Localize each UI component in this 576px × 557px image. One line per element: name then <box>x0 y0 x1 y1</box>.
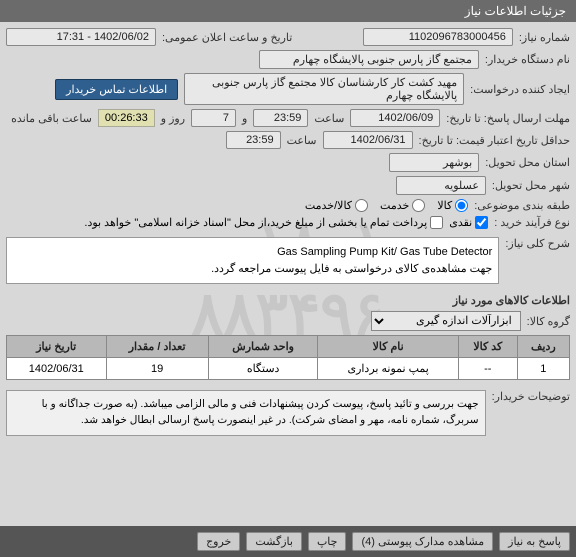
radio-service[interactable]: خدمت <box>380 199 425 212</box>
row-creator: ایجاد کننده درخواست: مهید کشت کار کارشنا… <box>6 73 570 105</box>
row-city: شهر محل تحویل: عسلویه <box>6 176 570 195</box>
announce-label: تاریخ و ساعت اعلان عمومی: <box>162 31 292 44</box>
check-cash-label: نقدی <box>449 216 472 229</box>
check-partial-input[interactable] <box>430 216 443 229</box>
reply-button[interactable]: پاسخ به نیاز <box>499 532 570 551</box>
check-cash[interactable]: نقدی <box>449 216 488 229</box>
cell-qty: 19 <box>106 358 208 380</box>
col-code: کد کالا <box>458 336 517 358</box>
time-label-2: ساعت <box>287 134 317 147</box>
row-desc: شرح کلی نیاز: Gas Sampling Pump Kit/ Gas… <box>6 233 570 288</box>
countdown-timer: 00:26:33 <box>98 109 155 127</box>
col-name: نام کالا <box>318 336 458 358</box>
check-cash-input[interactable] <box>475 216 488 229</box>
row-goods-group: گروه کالا: ابزارآلات اندازه گیری <box>6 311 570 331</box>
radio-goods-input[interactable] <box>455 199 468 212</box>
time-label-1: ساعت <box>314 112 344 125</box>
row-deadline: مهلت ارسال پاسخ: تا تاریخ: 1402/06/09 سا… <box>6 109 570 127</box>
validity-label: حداقل تاریخ اعتبار قیمت: تا تاریخ: <box>419 134 570 147</box>
row-notes: توضیحات خریدار: جهت بررسی و تائید پاسخ، … <box>6 386 570 436</box>
and-label: و <box>242 112 247 125</box>
radio-both-input[interactable] <box>355 199 368 212</box>
announce-field: 1402/06/02 - 17:31 <box>6 28 156 46</box>
validity-time-field: 23:59 <box>226 131 281 149</box>
desc-box: Gas Sampling Pump Kit/ Gas Tube Detector… <box>6 237 499 284</box>
check-partial-label: پرداخت تمام یا بخشی از مبلغ خرید،از محل … <box>84 216 427 229</box>
cell-code: -- <box>458 358 517 380</box>
province-label: استان محل تحویل: <box>485 156 570 169</box>
check-partial[interactable]: پرداخت تمام یا بخشی از مبلغ خرید،از محل … <box>84 216 443 229</box>
radio-both-label: کالا/خدمت <box>305 199 352 212</box>
cell-name: پمپ نمونه برداری <box>318 358 458 380</box>
desc-line1: Gas Sampling Pump Kit/ Gas Tube Detector <box>13 244 492 261</box>
remain-label: ساعت باقی مانده <box>11 112 92 125</box>
radio-service-label: خدمت <box>380 199 409 212</box>
creator-label: ایجاد کننده درخواست: <box>470 83 570 96</box>
row-validity: حداقل تاریخ اعتبار قیمت: تا تاریخ: 1402/… <box>6 131 570 149</box>
province-field: بوشهر <box>389 153 479 172</box>
deadline-label: مهلت ارسال پاسخ: تا تاریخ: <box>446 112 570 125</box>
cell-unit: دستگاه <box>208 358 318 380</box>
number-field: 1102096783000456 <box>363 28 513 46</box>
row-buyer: نام دستگاه خریدار: مجتمع گاز پارس جنوبی … <box>6 50 570 69</box>
back-button[interactable]: بازگشت <box>246 532 302 551</box>
contact-button[interactable]: اطلاعات تماس خریدار <box>55 79 178 100</box>
cell-row: 1 <box>517 358 569 380</box>
radio-both[interactable]: کالا/خدمت <box>305 199 368 212</box>
col-row: ردیف <box>517 336 569 358</box>
bottom-toolbar: پاسخ به نیاز مشاهده مدارک پیوستی (4) چاپ… <box>0 526 576 557</box>
main-panel: جزئیات اطلاعات نیاز شماره نیاز: 11020967… <box>0 0 576 446</box>
desc-line2: جهت مشاهده‌ی کالای درخواستی به فایل پیوس… <box>13 261 492 278</box>
validity-date-field: 1402/06/31 <box>323 131 413 149</box>
exit-button[interactable]: خروج <box>197 532 240 551</box>
attachments-button[interactable]: مشاهده مدارک پیوستی (4) <box>352 532 493 551</box>
print-button[interactable]: چاپ <box>308 532 347 551</box>
row-category: طبقه بندی موضوعی: کالا خدمت کالا/خدمت <box>6 199 570 212</box>
group-select[interactable]: ابزارآلات اندازه گیری <box>371 311 521 331</box>
city-field: عسلویه <box>396 176 486 195</box>
buyer-label: نام دستگاه خریدار: <box>485 53 570 66</box>
notes-label: توضیحات خریدار: <box>492 386 570 403</box>
deadline-date-field: 1402/06/09 <box>350 109 440 127</box>
process-label: نوع فرآیند خرید : <box>494 216 570 229</box>
table-row[interactable]: 1 -- پمپ نمونه برداری دستگاه 19 1402/06/… <box>7 358 570 380</box>
desc-label: شرح کلی نیاز: <box>505 233 570 250</box>
radio-goods-label: کالا <box>437 199 452 212</box>
content-area: شماره نیاز: 1102096783000456 تاریخ و ساع… <box>0 22 576 446</box>
row-process: نوع فرآیند خرید : نقدی پرداخت تمام یا بخ… <box>6 216 570 229</box>
city-label: شهر محل تحویل: <box>492 179 570 192</box>
days-label: روز و <box>161 112 185 125</box>
days-field: 7 <box>191 109 236 127</box>
col-qty: تعداد / مقدار <box>106 336 208 358</box>
goods-table: ردیف کد کالا نام کالا واحد شمارش تعداد /… <box>6 335 570 380</box>
category-label: طبقه بندی موضوعی: <box>474 199 570 212</box>
col-unit: واحد شمارش <box>208 336 318 358</box>
deadline-time-field: 23:59 <box>253 109 308 127</box>
notes-box: جهت بررسی و تائید پاسخ، پیوست کردن پیشنه… <box>6 390 486 436</box>
category-radio-group: کالا خدمت کالا/خدمت <box>305 199 468 212</box>
row-province: استان محل تحویل: بوشهر <box>6 153 570 172</box>
group-label: گروه کالا: <box>527 315 570 328</box>
number-label: شماره نیاز: <box>519 31 570 44</box>
creator-field: مهید کشت کار کارشناسان کالا مجتمع گاز پا… <box>184 73 464 105</box>
row-number: شماره نیاز: 1102096783000456 تاریخ و ساع… <box>6 28 570 46</box>
panel-title: جزئیات اطلاعات نیاز <box>465 4 566 18</box>
cell-date: 1402/06/31 <box>7 358 107 380</box>
buyer-field: مجتمع گاز پارس جنوبی پالایشگاه چهارم <box>259 50 479 69</box>
col-date: تاریخ نیاز <box>7 336 107 358</box>
radio-goods[interactable]: کالا <box>437 199 468 212</box>
panel-header: جزئیات اطلاعات نیاز <box>0 0 576 22</box>
table-header-row: ردیف کد کالا نام کالا واحد شمارش تعداد /… <box>7 336 570 358</box>
goods-section-title: اطلاعات کالاهای مورد نیاز <box>6 294 570 307</box>
radio-service-input[interactable] <box>412 199 425 212</box>
